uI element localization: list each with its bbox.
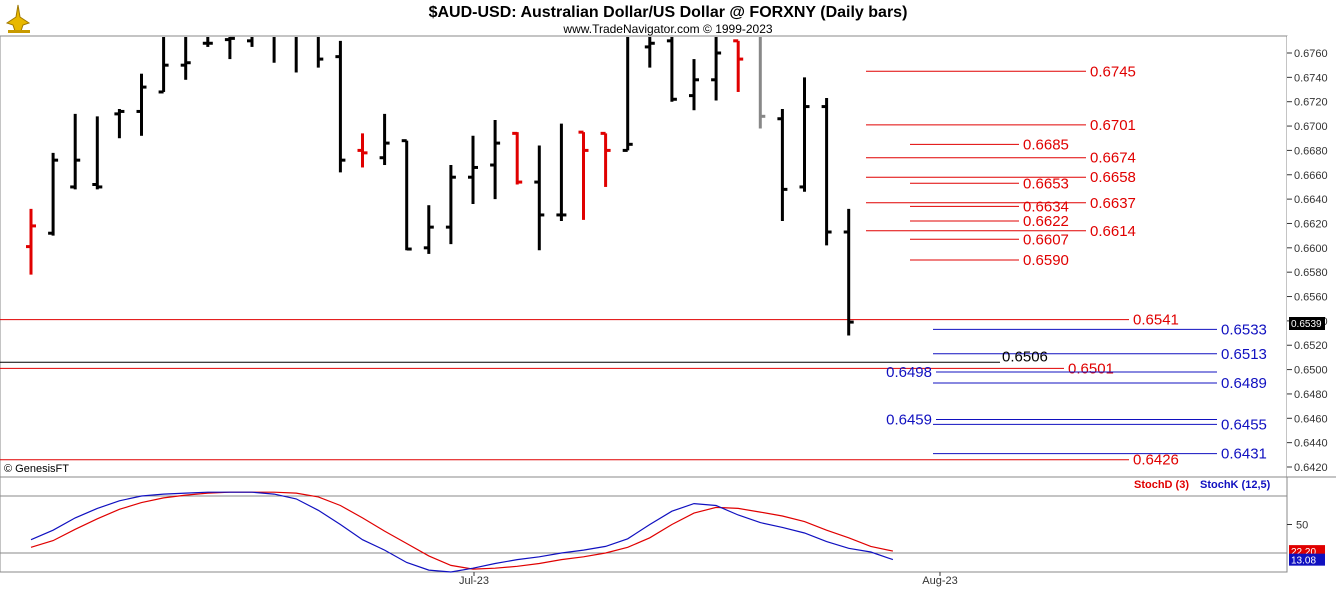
x-tick-label: Aug-23 <box>922 575 957 587</box>
ohlc-bar <box>401 139 412 251</box>
ohlc-bar <box>490 119 501 200</box>
level-label: 0.6745 <box>1090 63 1136 80</box>
ohlc-bar <box>821 98 832 246</box>
stoch-last-label: 13.08 <box>1291 556 1316 567</box>
level-label: 0.6701 <box>1090 117 1136 134</box>
logo-icon <box>5 4 31 33</box>
level-label: 0.6431 <box>1221 446 1267 463</box>
ohlc-bar <box>644 37 655 68</box>
chart-subtitle: www.TradeNavigator.com © 1999-2023 <box>562 22 772 36</box>
y-tick-label: 0.6460 <box>1294 413 1328 425</box>
ohlc-bar <box>733 39 744 92</box>
last-price-box <box>1289 317 1325 330</box>
ohlc-bar <box>512 131 523 185</box>
ohlc-bar <box>578 130 589 220</box>
ohlc-bar <box>70 113 81 190</box>
level-label: 0.6634 <box>1023 198 1069 215</box>
level-label: 0.6459 <box>886 412 932 429</box>
level-label: 0.6653 <box>1023 175 1069 192</box>
stoch-panel <box>0 476 1288 573</box>
chart-title: $AUD-USD: Australian Dollar/US Dollar @ … <box>429 4 908 21</box>
level-label: 0.6637 <box>1090 195 1136 212</box>
y-tick-label: 0.6680 <box>1294 145 1328 157</box>
stoch-last-label: 22.20 <box>1291 547 1316 558</box>
ohlc-bar <box>600 131 611 187</box>
x-tick-label: Jul-23 <box>459 575 489 587</box>
ohlc-bar <box>247 37 254 47</box>
ohlc-bar <box>534 145 545 251</box>
level-label: 0.6590 <box>1023 252 1069 269</box>
ohlc-bar <box>48 152 59 236</box>
level-label: 0.6658 <box>1090 169 1136 186</box>
ohlc-bar <box>468 135 478 204</box>
ohlc-bar <box>423 205 434 254</box>
copyright-label: © GenesisFT <box>4 463 69 475</box>
ohlc-bar <box>316 37 324 68</box>
ohlc-bar <box>622 37 633 152</box>
ohlc-bar <box>445 165 456 245</box>
y-tick-label: 0.6640 <box>1294 194 1328 206</box>
ohlc-bar <box>202 37 213 47</box>
ohlc-bar <box>114 109 125 139</box>
ohlc-bar <box>26 208 36 275</box>
ohlc-bar <box>379 113 390 166</box>
stoch-last-box <box>1289 553 1325 566</box>
level-label: 0.6533 <box>1221 321 1267 338</box>
level-label: 0.6501 <box>1068 360 1114 377</box>
last-price-marker: 0.6539 <box>1289 317 1325 330</box>
y-tick-label: 0.6500 <box>1294 365 1328 377</box>
y-tick-label: 0.6420 <box>1294 462 1328 474</box>
y-tick-label: 0.6720 <box>1294 97 1328 109</box>
ohlc-bar <box>689 59 699 111</box>
level-label: 0.6426 <box>1133 452 1179 469</box>
level-label: 0.6455 <box>1221 416 1267 433</box>
level-label: 0.6614 <box>1090 223 1136 240</box>
ohlc-bar <box>711 37 722 101</box>
stoch-y-tick-label: 50 <box>1296 520 1308 532</box>
ohlc-bar <box>92 116 103 190</box>
ohlc-bar <box>158 37 169 94</box>
ohlc-bar <box>777 109 788 222</box>
level-label: 0.6607 <box>1023 231 1069 248</box>
y-tick-label: 0.6620 <box>1294 218 1328 230</box>
last-price-text: 0.6539 <box>1291 319 1322 330</box>
level-label: 0.6513 <box>1221 346 1267 363</box>
ohlc-bar <box>335 40 346 173</box>
level-label: 0.6489 <box>1221 375 1267 392</box>
level-label: 0.6685 <box>1023 136 1069 153</box>
stoch-series-line <box>30 491 894 570</box>
level-label: 0.6498 <box>886 364 932 381</box>
y-tick-label: 0.6600 <box>1294 243 1328 255</box>
legend-stochd: StochD (3) <box>1134 479 1189 491</box>
y-tick-label: 0.6660 <box>1294 170 1328 182</box>
ohlc-bar <box>843 208 854 336</box>
y-tick-label: 0.6580 <box>1294 267 1328 279</box>
ohlc-bar <box>758 37 766 129</box>
y-tick-label: 0.6480 <box>1294 389 1328 401</box>
y-tick-label: 0.6700 <box>1294 121 1328 133</box>
legend-stochk: StochK (12,5) <box>1200 479 1271 491</box>
price-panel <box>0 35 1288 478</box>
y-tick-label: 0.6440 <box>1294 438 1328 450</box>
y-tick-label: 0.6560 <box>1294 292 1328 304</box>
ohlc-bar <box>556 123 567 222</box>
y-tick-label: 0.6520 <box>1294 340 1328 352</box>
ohlc-bar <box>357 133 368 168</box>
ohlc-bar <box>136 73 147 136</box>
price-axis <box>1287 36 1336 477</box>
ohlc-bar <box>180 37 191 80</box>
level-label: 0.6506 <box>1002 348 1048 365</box>
ohlc-bar <box>799 77 810 192</box>
level-label: 0.6674 <box>1090 150 1136 167</box>
ohlc-bar <box>224 36 235 60</box>
ohlc-bar <box>666 37 677 102</box>
y-tick-label: 0.6740 <box>1294 72 1328 84</box>
level-label: 0.6541 <box>1133 312 1179 329</box>
stoch-series-line <box>30 491 894 573</box>
level-label: 0.6622 <box>1023 213 1069 230</box>
y-tick-label: 0.6760 <box>1294 48 1328 60</box>
